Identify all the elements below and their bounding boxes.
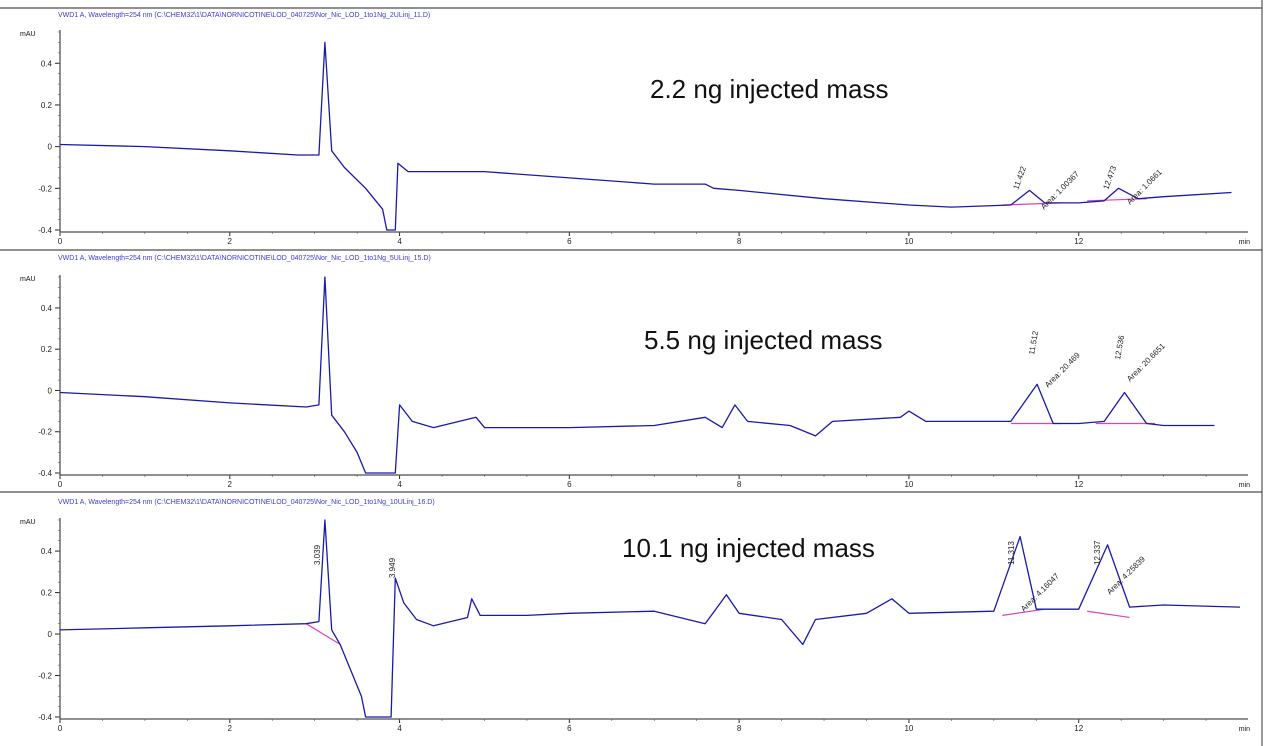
x-tick-label: 2: [228, 724, 233, 733]
y-tick-label: 0.4: [41, 304, 53, 313]
y-axis-unit: mAU: [20, 31, 36, 38]
y-axis-unit: mAU: [20, 276, 36, 283]
y-tick-label: 0.2: [41, 101, 53, 110]
peak-label: Area: 4.16047: [1019, 571, 1061, 613]
y-tick-label: 0.2: [41, 589, 53, 598]
injected-mass-annotation: 5.5 ng injected mass: [644, 325, 882, 355]
chromatogram-trace: [59, 519, 1241, 718]
injected-mass-annotation: 10.1 ng injected mass: [622, 533, 875, 563]
x-tick-label: 0: [58, 724, 63, 733]
chromatogram-panel-3: VWD1 A, Wavelength=254 nm (C:\CHEM32\1\D…: [0, 491, 1262, 733]
x-tick-label: 8: [737, 724, 742, 733]
y-tick-label: 0.2: [41, 345, 53, 354]
x-tick-label: 10: [904, 237, 913, 246]
x-tick-label: 6: [567, 237, 572, 246]
y-tick-label: -0.4: [38, 226, 52, 235]
peak-label: Area: 4.25839: [1105, 554, 1147, 596]
x-tick-label: 8: [737, 237, 742, 246]
peak-label: 12.473: [1101, 164, 1118, 191]
peak-label: 11.313: [1007, 541, 1016, 565]
chromatogram-panel-2: VWD1 A, Wavelength=254 nm (C:\CHEM32\1\D…: [0, 249, 1262, 489]
x-axis-unit: min: [1239, 726, 1250, 733]
x-tick-label: 6: [567, 480, 572, 489]
chromatogram-trace: [59, 41, 1232, 231]
integration-baseline: [1087, 610, 1130, 619]
peak-label: Area: 1.0661: [1125, 167, 1164, 206]
peak-label: Area: 20.469: [1043, 350, 1082, 389]
chromatogram-trace: [59, 276, 1215, 474]
x-tick-label: 0: [58, 237, 63, 246]
panel-title: VWD1 A, Wavelength=254 nm (C:\CHEM32\1\D…: [58, 255, 431, 262]
x-tick-label: 2: [228, 480, 233, 489]
x-tick-label: 4: [397, 237, 402, 246]
peak-label: 12.536: [1113, 334, 1126, 360]
y-tick-label: -0.4: [38, 469, 52, 478]
y-tick-label: -0.2: [38, 428, 52, 437]
x-tick-label: 8: [737, 480, 742, 489]
x-tick-label: 12: [1074, 237, 1083, 246]
x-tick-label: 10: [904, 724, 913, 733]
peak-label: 12.337: [1093, 540, 1102, 565]
panel-title: VWD1 A, Wavelength=254 nm (C:\CHEM32\1\D…: [58, 499, 435, 506]
y-tick-label: 0.4: [41, 547, 53, 556]
y-tick-label: -0.2: [38, 184, 52, 193]
y-tick-label: -0.2: [38, 672, 52, 681]
peak-label: 3.039: [313, 544, 322, 565]
y-tick-label: 0: [48, 386, 53, 395]
peak-label: 3.949: [388, 557, 397, 578]
injected-mass-annotation: 2.2 ng injected mass: [650, 74, 888, 104]
x-tick-label: 2: [228, 237, 233, 246]
x-tick-label: 12: [1074, 724, 1083, 733]
y-tick-label: 0.4: [41, 59, 53, 68]
x-axis-unit: min: [1239, 482, 1250, 489]
x-axis-unit: min: [1239, 239, 1250, 246]
peak-label: 11.422: [1011, 165, 1028, 191]
integration-baseline: [1087, 198, 1147, 202]
x-tick-label: 4: [397, 724, 402, 733]
y-tick-label: 0: [48, 143, 53, 152]
chromatogram-panel-1: VWD1 A, Wavelength=254 nm (C:\CHEM32\1\D…: [0, 7, 1262, 246]
y-axis-unit: mAU: [20, 519, 36, 526]
integration-baseline: [305, 623, 341, 645]
x-tick-label: 4: [397, 480, 402, 489]
x-tick-label: 10: [904, 480, 913, 489]
peak-label: 11.512: [1027, 330, 1040, 356]
panel-title: VWD1 A, Wavelength=254 nm (C:\CHEM32\1\D…: [58, 12, 430, 19]
y-tick-label: 0: [48, 630, 53, 639]
y-tick-label: -0.4: [38, 713, 52, 722]
peak-label: Area: 20.6651: [1125, 341, 1167, 383]
peak-label: Area: 1.00367: [1039, 169, 1081, 211]
x-tick-label: 0: [58, 480, 63, 489]
x-tick-label: 12: [1074, 480, 1083, 489]
x-tick-label: 6: [567, 724, 572, 733]
integration-baseline: [1002, 608, 1045, 616]
